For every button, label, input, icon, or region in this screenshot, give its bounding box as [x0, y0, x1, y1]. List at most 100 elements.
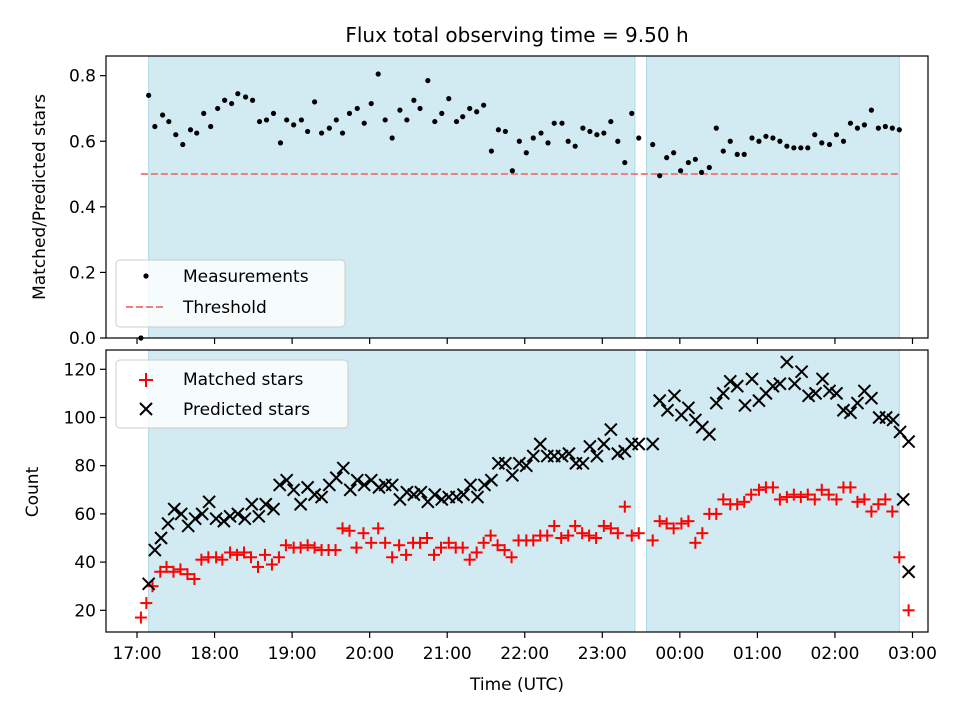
measurement-point — [208, 123, 214, 130]
predicted-star-point — [238, 512, 252, 526]
predicted-star-point — [597, 437, 611, 451]
measurement-point — [474, 109, 480, 115]
y-tick-label: 120 — [64, 360, 96, 380]
matched-star-point — [555, 532, 568, 544]
x-tick-label: 00:00 — [655, 644, 704, 664]
top-y-axis-label: Matched/Predicted stars — [30, 94, 50, 300]
measurement-point — [229, 100, 235, 107]
predicted-star-point — [343, 483, 357, 497]
predicted-star-point — [583, 439, 597, 454]
measurement-point — [397, 107, 403, 113]
matched-star-point — [134, 611, 147, 624]
y-tick-label: 0.0 — [69, 329, 96, 349]
bottom-panel: 20 40 60 80 100 120 17:00 18:00 19:00 20:00 21:00… — [23, 349, 937, 695]
predicted-star-point — [266, 502, 281, 516]
matched-star-point — [329, 544, 342, 557]
matched-star-point — [667, 522, 680, 535]
predicted-star-point — [780, 355, 794, 369]
measurement-point — [565, 138, 571, 144]
matched-star-point — [181, 568, 194, 581]
x-tick-label: 19:00 — [268, 644, 317, 664]
matched-star-point — [541, 529, 554, 542]
measurement-point — [692, 156, 698, 162]
predicted-star-point — [702, 427, 717, 442]
matched-star-point — [717, 493, 730, 506]
predicted-star-point — [660, 403, 675, 417]
matched-star-point — [258, 548, 271, 561]
measurement-point — [242, 94, 249, 100]
matched-star-point — [245, 551, 258, 564]
matched-star-point — [865, 505, 878, 518]
measurement-point — [523, 150, 529, 156]
matched-star-point — [435, 541, 448, 554]
legend-matched-marker — [139, 373, 153, 387]
measurement-point — [601, 130, 607, 136]
measurement-point — [270, 110, 277, 116]
measurement-point — [657, 173, 663, 179]
x-tick-label: 21:00 — [423, 644, 472, 664]
matched-star-point — [251, 560, 264, 573]
top-legend-box — [115, 259, 346, 328]
predicted-star-point — [498, 456, 513, 470]
matched-star-point — [393, 539, 406, 552]
matched-star-point — [477, 536, 490, 549]
matched-star-point — [343, 524, 356, 537]
predicted-star-point — [336, 461, 351, 475]
measurement-point — [756, 138, 762, 144]
bottom-legend-box — [115, 359, 349, 429]
matched-star-point — [505, 551, 518, 564]
predicted-star-point — [843, 405, 858, 420]
measurement-point — [516, 138, 522, 144]
matched-star-point — [210, 551, 223, 564]
measurement-point — [417, 105, 423, 112]
legend-predicted-label: Predicted stars — [183, 400, 310, 420]
measurement-point — [339, 130, 346, 136]
measurement-point — [180, 141, 186, 148]
matched-star-point — [794, 491, 807, 504]
predicted-star-point — [484, 473, 499, 487]
matched-star-point — [604, 522, 617, 535]
matched-star-point — [400, 548, 413, 561]
matched-star-point — [379, 536, 392, 549]
predicted-star-point — [716, 386, 730, 401]
measurement-point — [559, 120, 565, 126]
bottom-legend: Matched stars Predicted stars — [115, 359, 349, 429]
predicted-star-point — [896, 492, 910, 507]
measurement-point — [875, 125, 881, 131]
y-tick-label: 0.2 — [69, 263, 96, 283]
matched-star-point — [632, 527, 645, 540]
predicted-star-point — [350, 473, 364, 487]
predicted-star-point — [223, 509, 237, 524]
matched-star-point — [902, 604, 915, 617]
measurement-point — [160, 112, 166, 118]
matched-star-point — [238, 546, 251, 559]
x-tick-label: 01:00 — [733, 644, 782, 664]
matched-star-point — [689, 536, 702, 549]
matched-star-point — [231, 548, 244, 561]
matched-star-point — [442, 536, 455, 549]
predicted-star-point — [590, 449, 604, 463]
measurement-point — [650, 141, 656, 148]
measurement-point — [741, 151, 747, 157]
matched-star-point — [815, 483, 828, 496]
matched-star-point — [146, 580, 159, 593]
measurement-point — [173, 132, 179, 138]
measurement-point — [488, 148, 495, 154]
predicted-star-point — [174, 507, 188, 521]
matched-star-point — [625, 529, 638, 542]
matched-star-point — [456, 541, 469, 554]
measurement-point — [889, 125, 895, 131]
predicted-star-point — [730, 379, 744, 393]
predicted-star-point — [202, 495, 216, 509]
predicted-star-point — [526, 449, 540, 463]
measurement-point — [215, 105, 221, 112]
measurement-point — [664, 155, 670, 161]
measurement-point — [326, 125, 332, 131]
predicted-star-point — [519, 458, 534, 473]
x-tick-label: 02:00 — [810, 644, 859, 664]
measurement-point — [580, 125, 586, 131]
measurement-point — [636, 135, 642, 141]
matched-star-point — [653, 515, 666, 528]
predicted-star-point — [632, 437, 646, 451]
measurement-point — [460, 114, 466, 120]
